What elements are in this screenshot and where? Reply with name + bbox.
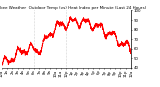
Title: Milwaukee Weather  Outdoor Temp (vs) Heat Index per Minute (Last 24 Hours): Milwaukee Weather Outdoor Temp (vs) Heat… xyxy=(0,6,147,10)
